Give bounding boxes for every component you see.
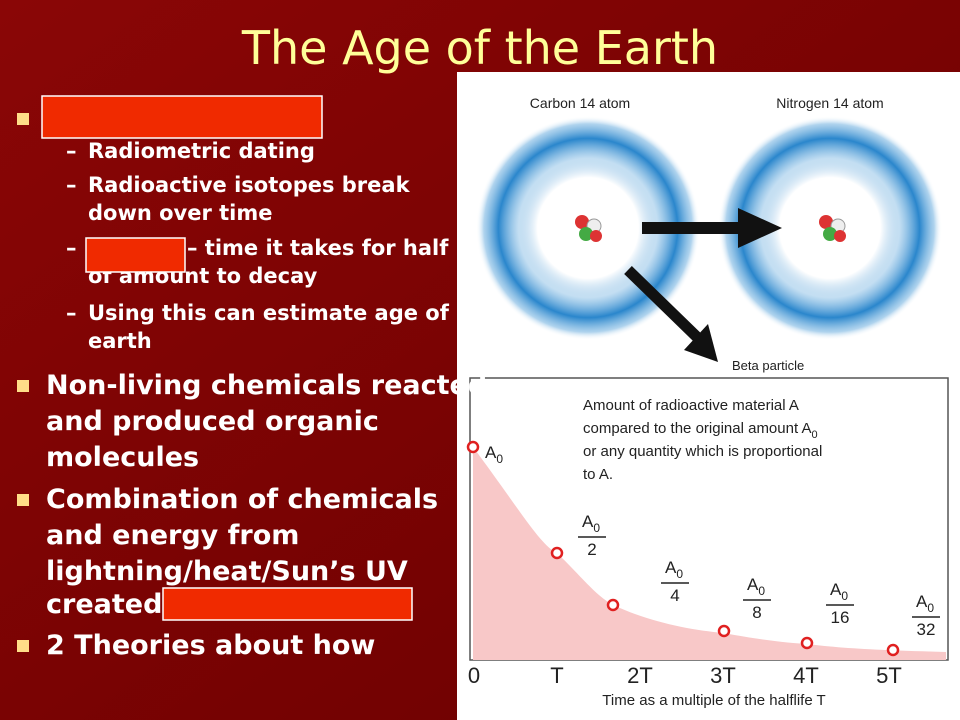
dash: – — [66, 139, 77, 163]
annotation-line: to A. — [583, 466, 613, 483]
bullet-marker — [17, 380, 29, 392]
bullet-marker — [17, 113, 29, 125]
sub-bullet-line: Radiometric dating — [88, 139, 315, 163]
dash: – — [66, 173, 77, 197]
particle-label: Beta particle — [732, 358, 804, 373]
subscript: 0 — [811, 429, 817, 441]
denominator: 16 — [831, 608, 850, 627]
redaction — [85, 237, 186, 273]
redaction — [41, 95, 323, 139]
dash: – — [66, 236, 77, 260]
subscript: 0 — [593, 521, 600, 535]
bullet-line: Non-living chemicals reacted — [46, 370, 487, 401]
x-tick-label: 2T — [627, 663, 653, 688]
bullet-line: Combination of chemicals — [46, 484, 438, 515]
atom-label: Carbon 14 atom — [530, 95, 630, 111]
subscript: 0 — [927, 601, 934, 615]
sub-bullet-line: Radioactive isotopes break — [88, 173, 411, 197]
sub-bullet-line: – time it takes for half — [187, 236, 449, 260]
denominator: 4 — [670, 586, 679, 605]
bullet-line: 2 Theories about how — [46, 630, 375, 661]
nucleus — [575, 215, 846, 242]
sub-bullet-line: Using this can estimate age of — [88, 301, 450, 325]
denominator: 32 — [917, 620, 936, 639]
arrows — [624, 208, 782, 362]
bullet-line: and produced organic — [46, 406, 379, 437]
annotation-line: compared to the original amount A0 — [583, 420, 818, 441]
redaction — [162, 587, 413, 621]
subscript: 0 — [676, 567, 683, 581]
denominator: 8 — [752, 603, 761, 622]
subscript: 0 — [496, 452, 503, 466]
x-tick-label: 3T — [710, 663, 736, 688]
x-tick-label: 5T — [876, 663, 902, 688]
bullet-line: molecules — [46, 442, 199, 473]
bullet-line: created — [46, 589, 162, 620]
data-point — [466, 440, 480, 454]
x-tick-label: T — [550, 663, 563, 688]
x-tick-label: 0 — [468, 663, 480, 688]
atom-label: Nitrogen 14 atom — [776, 95, 883, 111]
annotation-line: Amount of radioactive material A — [583, 397, 799, 414]
sub-bullet-line: down over time — [88, 201, 273, 225]
data-point — [800, 636, 814, 650]
decay-area — [473, 447, 946, 660]
annotation-line: or any quantity which is proportional — [583, 443, 822, 460]
bullet-line: lightning/heat/Sun’s UV — [46, 556, 408, 587]
sub-bullet-line: earth — [88, 329, 152, 353]
bullet-line: and energy from — [46, 520, 299, 551]
dash: – — [66, 301, 77, 325]
annotation: Amount of radioactive material A compared… — [583, 397, 822, 483]
data-point — [886, 643, 900, 657]
denominator: 2 — [587, 540, 596, 559]
x-tick-label: 4T — [793, 663, 819, 688]
bullet-marker — [17, 494, 29, 506]
subscript: 0 — [758, 584, 765, 598]
bullet-marker — [17, 640, 29, 652]
x-axis-label: Time as a multiple of the halflife T — [602, 692, 825, 709]
data-point — [717, 624, 731, 638]
data-point — [550, 546, 564, 560]
subscript: 0 — [841, 589, 848, 603]
data-point — [606, 598, 620, 612]
slide-title: The Age of the Earth — [241, 21, 718, 75]
